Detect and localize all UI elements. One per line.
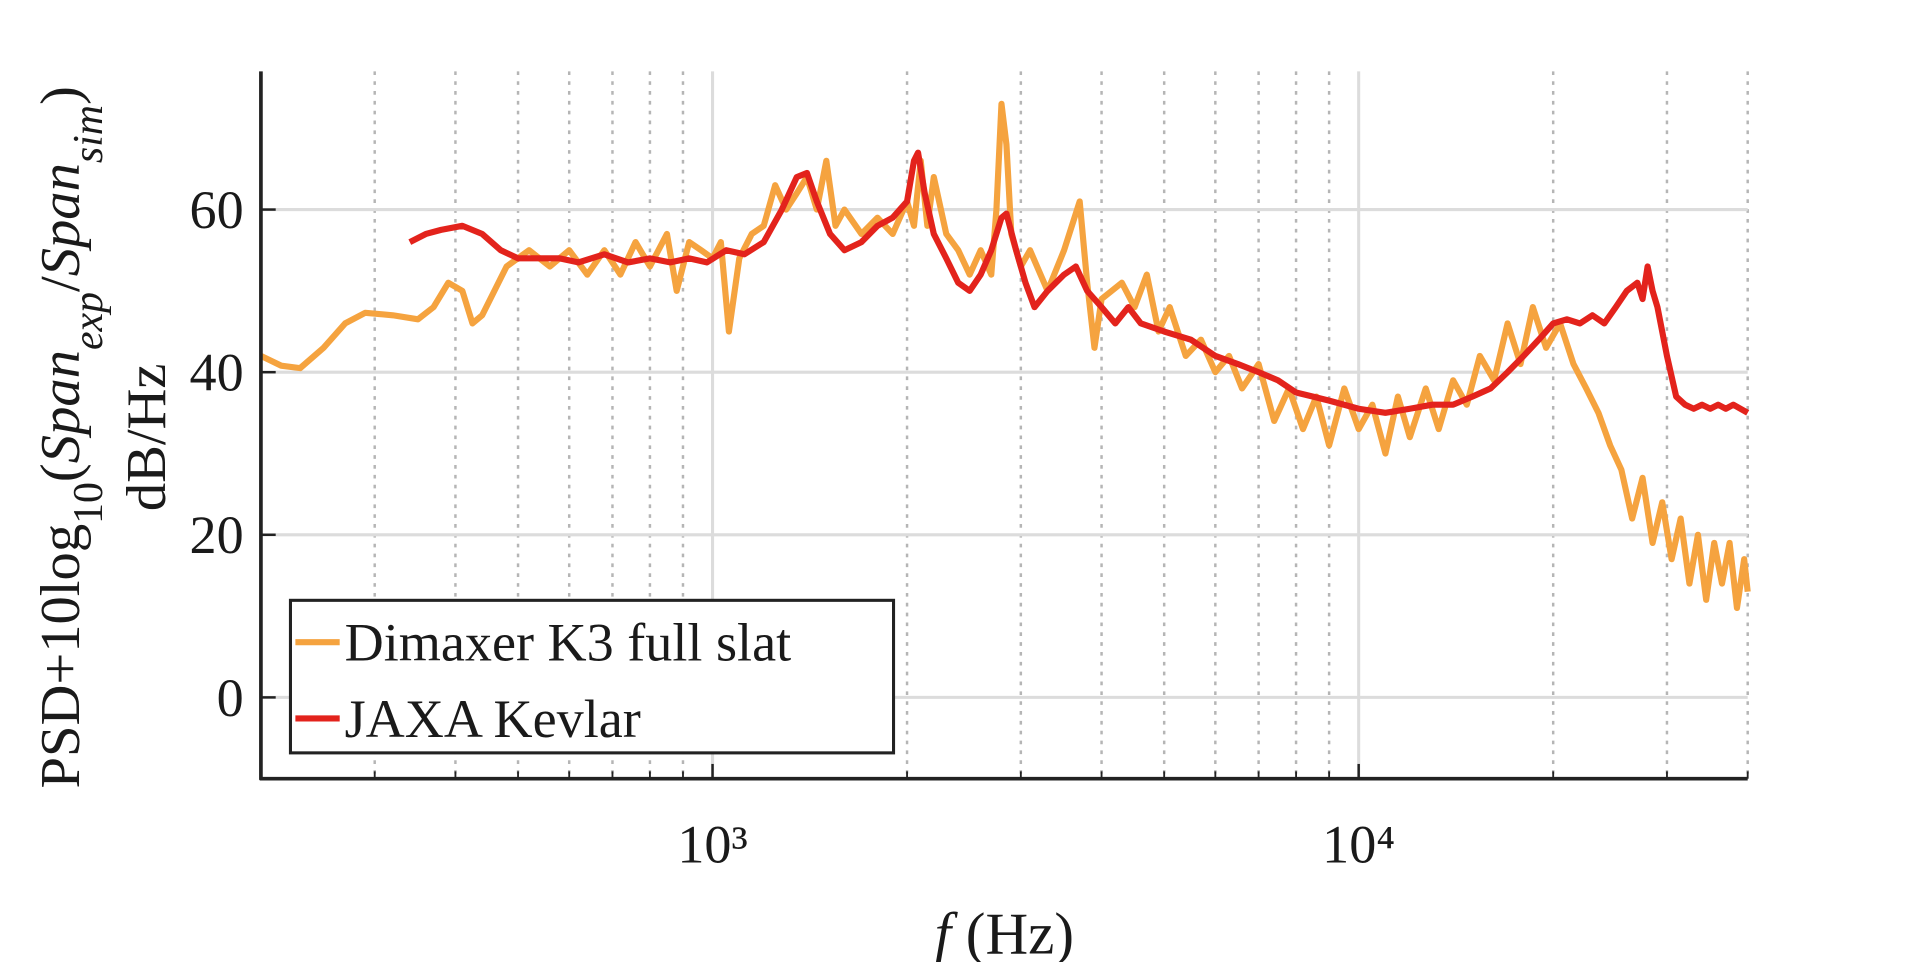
legend-box xyxy=(288,598,896,755)
data-line xyxy=(408,149,1750,416)
label-part: / xyxy=(30,276,92,292)
y-tick-label: 40 xyxy=(190,343,244,403)
y-tick-label: 0 xyxy=(217,668,244,728)
label-part: exp xyxy=(66,292,112,350)
label-part: dB/Hz xyxy=(116,363,178,511)
legend-label: Dimaxer K3 full slat xyxy=(345,613,792,673)
x-tick-label: 10⁴ xyxy=(1322,814,1395,874)
x-axis-label: f (Hz) xyxy=(935,900,1074,962)
y-axis-label: dB/Hz xyxy=(116,363,178,511)
y-tick-label: 60 xyxy=(190,180,244,240)
legend-label: JAXA Kevlar xyxy=(345,689,641,749)
data-line xyxy=(259,100,1751,612)
label-part: (Hz) xyxy=(951,900,1074,962)
label-part: Span xyxy=(30,163,92,276)
label-part: ( xyxy=(30,463,92,482)
label-part: Span xyxy=(30,350,92,463)
label-part: PSD+10log xyxy=(30,524,92,789)
label-part: 10 xyxy=(66,482,112,524)
label-part: sim xyxy=(66,105,112,163)
y-tick-label: 20 xyxy=(190,505,244,565)
label-part: ) xyxy=(30,86,92,105)
legend: Dimaxer K3 full slat JAXA Kevlar xyxy=(288,598,896,755)
x-tick-label: 10³ xyxy=(677,814,747,874)
y-axis-label: PSD+10log10(Spanexp/Spansim) xyxy=(30,86,112,788)
